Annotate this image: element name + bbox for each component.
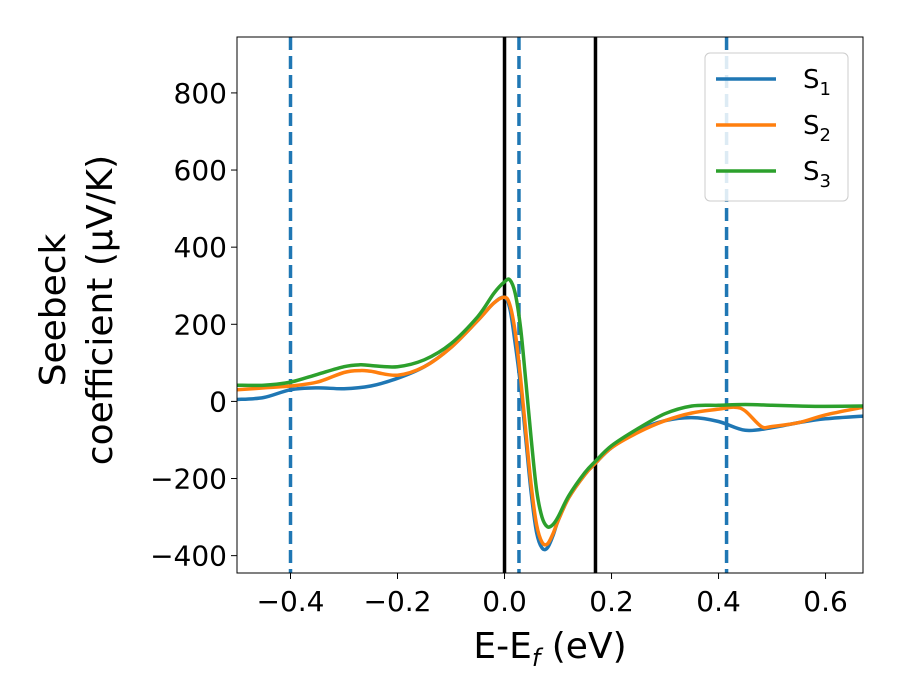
legend-box [704, 52, 849, 202]
legend-label: S2 [803, 111, 831, 146]
plot-frame [236, 36, 864, 574]
x-tick-label: −0.4 [257, 585, 325, 618]
x-tick-label: 0.6 [803, 585, 848, 618]
y-axis-title-line2: coefficient (μV/K) [80, 155, 121, 465]
y-axis-title-line1: Seebeck [33, 233, 74, 386]
x-tick-label: 0.2 [589, 585, 634, 618]
x-axis-title-main: E-E [473, 626, 531, 667]
y-tick-label: 800 [174, 77, 227, 110]
x-tick-label: 0.0 [482, 585, 527, 618]
y-tick-label: 0 [209, 385, 227, 418]
y-tick-label: −200 [150, 463, 227, 496]
legend-label: S1 [803, 65, 831, 100]
x-tick-label: −0.2 [364, 585, 432, 618]
series-line-s2 [237, 295, 863, 547]
y-tick-label: 200 [174, 308, 227, 341]
y-tick-label: 600 [174, 154, 227, 187]
legend: S1 S2 S3 [704, 52, 849, 202]
y-tick-label: 400 [174, 231, 227, 264]
y-tick-label: −400 [150, 540, 227, 573]
legend-label: S3 [803, 157, 831, 192]
x-axis-title-unit: (eV) [540, 626, 626, 667]
x-tick-label: 0.4 [696, 585, 741, 618]
x-axis-title: E-Ef (eV) [473, 626, 626, 672]
series-line-s3 [237, 277, 863, 529]
